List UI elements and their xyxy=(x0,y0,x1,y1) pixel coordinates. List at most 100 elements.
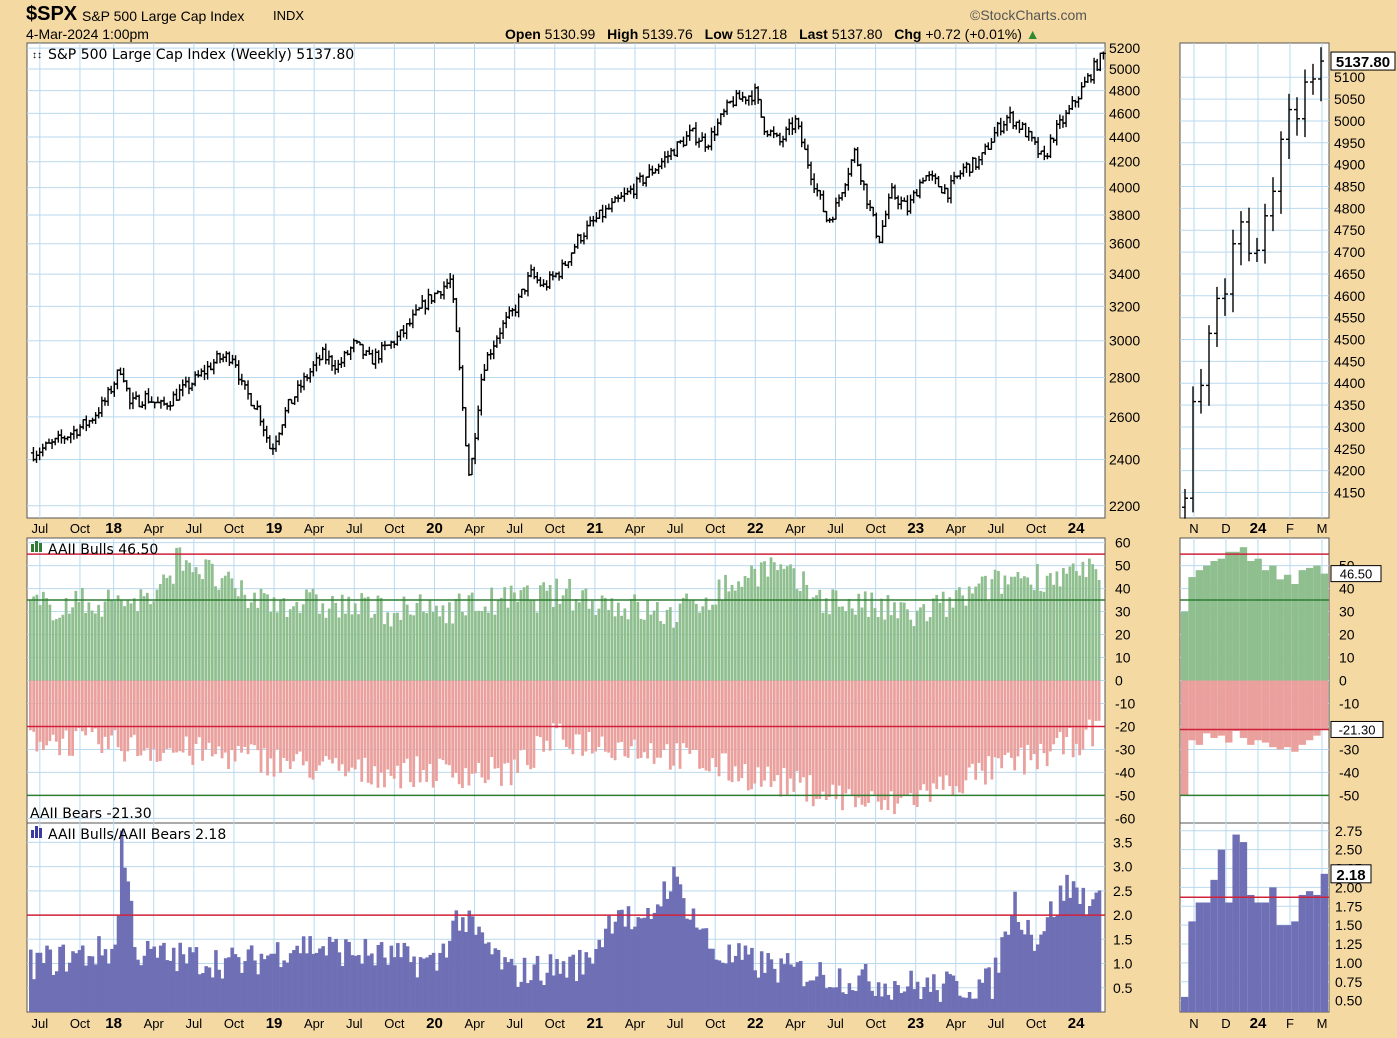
bull-bar xyxy=(145,592,149,681)
bear-bar xyxy=(743,680,747,764)
ratio-bar xyxy=(1078,904,1082,1012)
bear-bar xyxy=(483,680,487,784)
bull-bar xyxy=(607,610,610,681)
bear-bar xyxy=(1065,680,1069,738)
bear-bar xyxy=(841,680,844,811)
bull-bar xyxy=(344,613,347,681)
bear-bar xyxy=(1320,680,1328,730)
ratio-bar xyxy=(662,881,667,1012)
bear-bar xyxy=(587,680,591,732)
bull-bar xyxy=(681,597,685,681)
bear-bar xyxy=(217,680,221,747)
zoom-sentiment-y-tick-label: -50 xyxy=(1339,787,1359,803)
bull-bar xyxy=(880,598,883,681)
bear-bar xyxy=(717,680,721,777)
bear-bar xyxy=(785,680,789,795)
bull-bar xyxy=(707,609,711,681)
bull-bar xyxy=(561,595,565,681)
bull-bar xyxy=(80,587,84,681)
ratio-bar xyxy=(639,918,644,1012)
ratio-bar xyxy=(461,917,465,1012)
bear-bar xyxy=(230,680,234,751)
ratio-bar xyxy=(493,948,498,1012)
ratio-bar xyxy=(152,946,156,1012)
bear-bar xyxy=(77,680,81,729)
bear-bar xyxy=(1062,680,1065,755)
ratio-bar xyxy=(1298,894,1306,1012)
ratio-bar xyxy=(67,962,72,1012)
bear-bar xyxy=(243,680,247,747)
bull-bar xyxy=(454,599,458,681)
stockcharts-watermark[interactable]: ©StockCharts.com xyxy=(970,7,1087,23)
price-y-tick-label: 3000 xyxy=(1109,333,1140,349)
ratio-bar xyxy=(409,962,413,1012)
bull-bar xyxy=(597,608,601,681)
ticker-symbol[interactable]: $SPX xyxy=(26,3,78,25)
chg-label: Chg xyxy=(894,26,922,42)
bull-bar xyxy=(935,594,939,681)
price-y-tick-label: 2600 xyxy=(1109,409,1140,425)
bear-bar xyxy=(945,680,948,776)
x-tick-label: D xyxy=(1221,1016,1230,1031)
bull-bar xyxy=(58,617,61,681)
bear-bar xyxy=(971,680,974,764)
bear-bar xyxy=(704,680,708,771)
bull-bar xyxy=(886,595,890,681)
ratio-bar xyxy=(769,959,774,1012)
bull-bar xyxy=(945,616,948,681)
ratio-bar xyxy=(93,964,98,1012)
ratio-bar xyxy=(951,975,956,1012)
ratio-bar xyxy=(993,957,998,1012)
bear-bar xyxy=(1261,680,1270,743)
ratio-bar xyxy=(282,960,286,1012)
bull-bar xyxy=(1094,569,1098,681)
bear-bar xyxy=(344,680,347,777)
bear-bar xyxy=(1003,680,1007,755)
bear-bar xyxy=(763,680,766,781)
bear-bar xyxy=(35,680,39,752)
ratio-bar xyxy=(815,976,819,1012)
bear-bar xyxy=(526,680,529,766)
ratio-bar xyxy=(376,944,381,1012)
ratio-bar xyxy=(737,943,741,1012)
ratio-bar xyxy=(870,990,874,1012)
bull-bar xyxy=(603,597,607,681)
zoom-ratio-y-tick-label: 0.75 xyxy=(1335,974,1362,990)
bear-bar xyxy=(792,680,796,792)
bull-bar xyxy=(1062,568,1065,681)
ratio-bar xyxy=(425,957,429,1012)
ratio-bar xyxy=(1232,834,1240,1012)
ratio-bar xyxy=(240,972,244,1012)
bear-bar xyxy=(311,680,315,780)
ratio-bar xyxy=(275,942,280,1012)
bear-bar xyxy=(1097,680,1101,721)
ratio-bar xyxy=(785,953,790,1012)
zoom-price-y-tick-label: 4800 xyxy=(1334,200,1365,216)
bull-bar xyxy=(590,600,594,681)
ratio-bar xyxy=(977,979,982,1012)
ratio-bar xyxy=(678,884,683,1012)
bull-bar xyxy=(435,605,438,681)
zoom-price-y-tick-label: 5000 xyxy=(1334,113,1365,129)
bear-bar xyxy=(548,680,552,751)
ratio-bar xyxy=(935,990,939,1012)
ratio-bar xyxy=(561,961,566,1012)
zoom-price-y-tick-label: 5050 xyxy=(1334,91,1365,107)
ratio-bar xyxy=(236,957,241,1012)
ratio-bar xyxy=(873,995,878,1012)
ratio-bar xyxy=(269,953,273,1012)
bull-bar xyxy=(1239,547,1248,681)
ratio-bar xyxy=(145,940,150,1012)
ratio-bar xyxy=(668,891,673,1012)
bull-bar xyxy=(38,605,42,681)
bear-bar xyxy=(409,680,412,783)
x-tick-label: 19 xyxy=(266,520,283,537)
ratio-bar xyxy=(405,946,410,1012)
bear-bar xyxy=(902,680,906,796)
ratio-bar xyxy=(80,945,85,1012)
ratio-legend: AAII Bulls/AAII Bears 2.18 xyxy=(48,827,226,843)
bear-bar xyxy=(48,680,52,742)
bear-bar xyxy=(308,680,312,778)
last-value: 5137.80 xyxy=(831,26,883,42)
bull-bar xyxy=(600,595,604,681)
